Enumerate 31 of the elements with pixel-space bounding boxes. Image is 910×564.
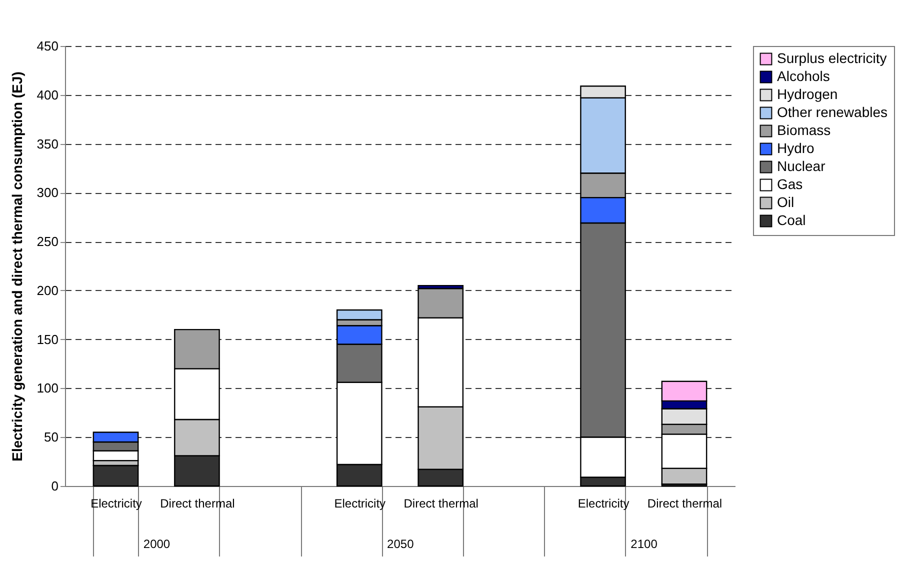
- legend-label: Biomass: [777, 122, 831, 138]
- x-tick-label: Direct thermal: [404, 496, 478, 510]
- y-tick-label: 350: [36, 136, 58, 152]
- y-tick-label: 150: [36, 332, 58, 347]
- legend-label: Gas: [777, 176, 803, 192]
- y-tick-label: 400: [36, 87, 58, 102]
- y-tick-label: 50: [44, 430, 58, 445]
- legend-label: Other renewables: [777, 104, 888, 120]
- y-axis-title: Electricity generation and direct thermal consumption (EJ): [8, 72, 25, 462]
- y-tick-label: 300: [36, 185, 58, 200]
- text: 2100: [630, 537, 658, 551]
- x-tick-label: Electricity: [578, 496, 630, 510]
- legend-label: Alcohols: [777, 68, 830, 84]
- y-tick-label: 200: [36, 282, 58, 298]
- bar: [92, 464, 139, 487]
- legend-label: Oil: [777, 194, 794, 210]
- legend-label: Nuclear: [777, 158, 826, 174]
- text: 2000: [143, 537, 170, 551]
- legend-label: Hydro: [777, 140, 815, 156]
- y-tick-label: 250: [36, 234, 58, 250]
- x-tick-label: Electricity: [90, 496, 142, 510]
- legend-label: Hydrogen: [777, 86, 838, 102]
- legend-label: Surplus electricity: [777, 50, 887, 66]
- y-tick-label: 100: [36, 380, 58, 396]
- y-tick-label: 450: [36, 38, 58, 54]
- text: 2050: [387, 537, 414, 551]
- x-tick-label: Direct thermal: [647, 496, 722, 510]
- x-tick-label: Electricity: [334, 496, 386, 510]
- x-tick-label: Direct thermal: [160, 496, 235, 510]
- legend-label: Coal: [777, 212, 806, 228]
- y-tick-label: 0: [51, 478, 58, 494]
